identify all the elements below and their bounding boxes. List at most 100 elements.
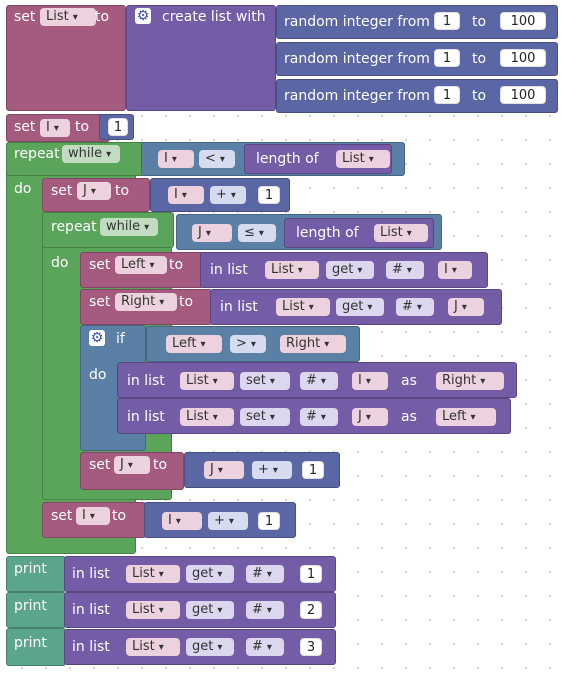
index-mode-dropdown[interactable]: # <box>386 261 424 279</box>
random-from-field[interactable]: 1 <box>434 86 460 104</box>
list-var-dropdown[interactable]: List <box>126 601 180 619</box>
list-var-dropdown[interactable]: List <box>336 150 390 168</box>
list-var-dropdown[interactable]: List <box>126 638 180 656</box>
operator-dropdown[interactable]: < <box>199 150 235 168</box>
j-var-dropdown[interactable]: J <box>114 456 150 474</box>
in-list-label: in list <box>127 409 165 425</box>
in-list-label: in list <box>72 602 110 618</box>
as-label: as <box>401 409 417 425</box>
list-var-dropdown[interactable]: List <box>180 408 234 426</box>
random-from-field[interactable]: 1 <box>434 12 460 30</box>
create-list-block[interactable] <box>126 5 276 111</box>
to-label: to <box>95 9 110 25</box>
to-label: to <box>472 51 487 67</box>
set-label: set <box>51 508 73 524</box>
list-mode-dropdown[interactable]: set <box>240 372 290 390</box>
number-field[interactable]: 1 <box>258 512 280 530</box>
in-list-label: in list <box>72 639 110 655</box>
print-label: print <box>14 598 47 614</box>
repeat-label: repeat <box>14 146 60 162</box>
to-label: to <box>169 257 184 273</box>
number-field[interactable]: 1 <box>302 461 324 479</box>
set-label: set <box>14 119 36 135</box>
i-var-dropdown[interactable]: I <box>40 119 70 137</box>
operator-dropdown[interactable]: + <box>252 461 292 479</box>
gear-icon[interactable]: ⚙ <box>135 8 151 24</box>
list-mode-dropdown[interactable]: get <box>326 261 374 279</box>
to-label: to <box>179 294 194 310</box>
do-label: do <box>89 367 107 383</box>
list-var-dropdown[interactable]: List <box>276 298 330 316</box>
right-var-dropdown[interactable]: Right <box>436 372 504 390</box>
if-label: if <box>116 331 125 347</box>
number-field[interactable]: 3 <box>300 638 322 656</box>
random-int-label: random integer from <box>284 51 430 67</box>
index-mode-dropdown[interactable]: # <box>246 638 284 656</box>
index-mode-dropdown[interactable]: # <box>246 565 284 583</box>
do-label: do <box>51 255 69 271</box>
j-var-dropdown[interactable]: J <box>352 408 388 426</box>
to-label: to <box>112 508 127 524</box>
index-mode-dropdown[interactable]: # <box>396 298 434 316</box>
set-label: set <box>51 183 73 199</box>
repeat-mode-dropdown[interactable]: while <box>62 145 120 163</box>
repeat-mode-dropdown[interactable]: while <box>100 218 158 236</box>
left-var-dropdown[interactable]: Left <box>115 256 167 274</box>
list-mode-dropdown[interactable]: get <box>186 638 234 656</box>
i-var-dropdown[interactable]: I <box>438 261 472 279</box>
in-list-label: in list <box>220 299 258 315</box>
in-list-label: in list <box>127 373 165 389</box>
to-label: to <box>115 183 130 199</box>
random-from-field[interactable]: 1 <box>434 49 460 67</box>
list-var-dropdown[interactable]: List <box>126 565 180 583</box>
left-var-dropdown[interactable]: Left <box>166 335 222 353</box>
length-of-label: length of <box>296 225 359 241</box>
random-int-label: random integer from <box>284 14 430 30</box>
in-list-label: in list <box>72 566 110 582</box>
length-of-label: length of <box>256 151 319 167</box>
j-var-dropdown[interactable]: J <box>204 461 244 479</box>
i-var-dropdown[interactable]: I <box>162 512 202 530</box>
list-mode-dropdown[interactable]: get <box>186 565 234 583</box>
list-mode-dropdown[interactable]: get <box>186 601 234 619</box>
create-list-label: create list with <box>162 9 266 25</box>
operator-dropdown[interactable]: > <box>230 335 266 353</box>
as-label: as <box>401 373 417 389</box>
operator-dropdown[interactable]: + <box>208 512 248 530</box>
operator-dropdown[interactable]: + <box>210 186 246 204</box>
i-var-dropdown[interactable]: I <box>352 372 388 390</box>
index-mode-dropdown[interactable]: # <box>300 372 338 390</box>
index-mode-dropdown[interactable]: # <box>300 408 338 426</box>
random-int-label: random integer from <box>284 88 430 104</box>
right-var-dropdown[interactable]: Right <box>115 293 177 311</box>
j-var-dropdown[interactable]: J <box>192 224 232 242</box>
i-var-dropdown[interactable]: I <box>76 507 110 525</box>
list-var-dropdown[interactable]: List <box>180 372 234 390</box>
j-var-dropdown[interactable]: J <box>77 182 111 200</box>
index-mode-dropdown[interactable]: # <box>246 601 284 619</box>
random-to-field[interactable]: 100 <box>500 12 546 30</box>
i-var-dropdown[interactable]: I <box>158 150 194 168</box>
set-label: set <box>89 457 111 473</box>
print-block-3[interactable] <box>6 628 66 666</box>
list-mode-dropdown[interactable]: get <box>336 298 384 316</box>
random-to-field[interactable]: 100 <box>500 86 546 104</box>
list-mode-dropdown[interactable]: set <box>240 408 290 426</box>
list-var-dropdown[interactable]: List <box>265 261 319 279</box>
operator-dropdown[interactable]: ≤ <box>238 224 276 242</box>
random-to-field[interactable]: 100 <box>500 49 546 67</box>
number-field[interactable]: 1 <box>258 186 280 204</box>
gear-icon[interactable]: ⚙ <box>89 330 105 346</box>
right-var-dropdown[interactable]: Right <box>280 335 346 353</box>
j-var-dropdown[interactable]: J <box>448 298 484 316</box>
number-field[interactable]: 1 <box>300 565 322 583</box>
to-label: to <box>472 14 487 30</box>
left-var-dropdown[interactable]: Left <box>436 408 496 426</box>
number-field[interactable]: 1 <box>108 118 128 136</box>
number-field[interactable]: 2 <box>300 601 322 619</box>
list-var-dropdown[interactable]: List <box>40 8 96 26</box>
i-var-dropdown[interactable]: I <box>168 186 204 204</box>
list-var-dropdown[interactable]: List <box>374 224 428 242</box>
to-label: to <box>75 119 90 135</box>
